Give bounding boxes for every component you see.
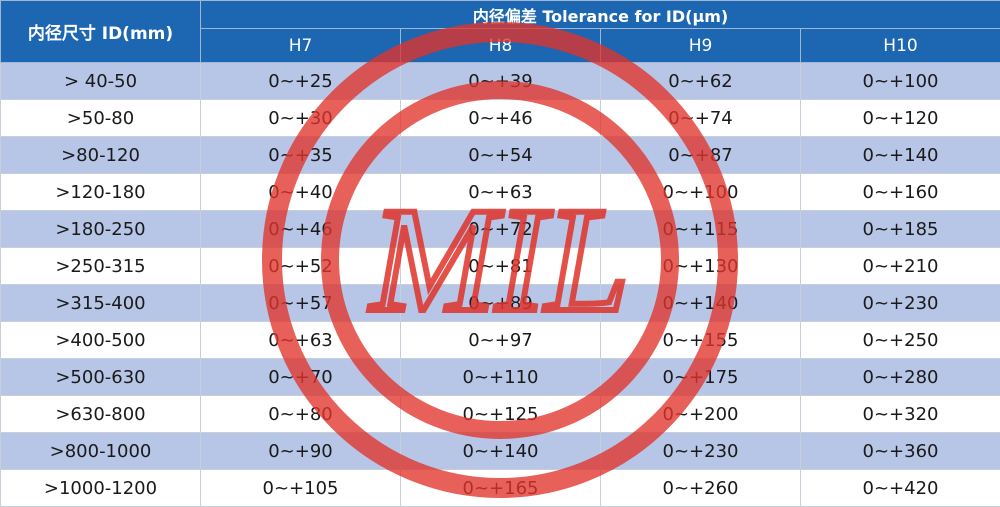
tolerance-cell: 0~+81 — [401, 248, 601, 285]
tolerance-cell: 0~+46 — [201, 211, 401, 248]
tolerance-cell: 0~+165 — [401, 470, 601, 507]
tolerance-cell: 0~+72 — [401, 211, 601, 248]
tolerance-cell: 0~+80 — [201, 396, 401, 433]
tolerance-cell: 0~+140 — [401, 433, 601, 470]
id-range-cell: > 40-50 — [1, 63, 201, 100]
id-range-cell: >500-630 — [1, 359, 201, 396]
tolerance-cell: 0~+125 — [401, 396, 601, 433]
tolerance-cell: 0~+89 — [401, 285, 601, 322]
tolerance-cell: 0~+320 — [801, 396, 1000, 433]
tolerance-cell: 0~+39 — [401, 63, 601, 100]
tolerance-cell: 0~+87 — [601, 137, 801, 174]
tolerance-cell: 0~+46 — [401, 100, 601, 137]
tolerance-cell: 0~+30 — [201, 100, 401, 137]
tolerance-cell: 0~+130 — [601, 248, 801, 285]
tolerance-cell: 0~+100 — [601, 174, 801, 211]
tolerance-cell: 0~+250 — [801, 322, 1000, 359]
tolerance-cell: 0~+90 — [201, 433, 401, 470]
id-size-header: 内径尺寸 ID(mm) — [1, 1, 201, 63]
tolerance-cell: 0~+74 — [601, 100, 801, 137]
tolerance-cell: 0~+200 — [601, 396, 801, 433]
tolerance-cell: 0~+160 — [801, 174, 1000, 211]
tolerance-cell: 0~+175 — [601, 359, 801, 396]
grade-header-h10: H10 — [801, 29, 1000, 63]
tolerance-cell: 0~+57 — [201, 285, 401, 322]
tolerance-cell: 0~+110 — [401, 359, 601, 396]
tolerance-cell: 0~+70 — [201, 359, 401, 396]
tolerance-cell: 0~+97 — [401, 322, 601, 359]
tolerance-group-header: 内径偏差 Tolerance for ID(μm) — [201, 1, 1000, 29]
tolerance-cell: 0~+230 — [801, 285, 1000, 322]
tolerance-cell: 0~+140 — [801, 137, 1000, 174]
tolerance-cell: 0~+280 — [801, 359, 1000, 396]
tolerance-cell: 0~+52 — [201, 248, 401, 285]
tolerance-cell: 0~+185 — [801, 211, 1000, 248]
tolerance-cell: 0~+420 — [801, 470, 1000, 507]
tolerance-cell: 0~+140 — [601, 285, 801, 322]
grade-header-h8: H8 — [401, 29, 601, 63]
tolerance-cell: 0~+40 — [201, 174, 401, 211]
tolerance-cell: 0~+115 — [601, 211, 801, 248]
tolerance-cell: 0~+230 — [601, 433, 801, 470]
id-range-cell: >800-1000 — [1, 433, 201, 470]
tolerance-cell: 0~+100 — [801, 63, 1000, 100]
tolerance-cell: 0~+105 — [201, 470, 401, 507]
id-range-cell: >630-800 — [1, 396, 201, 433]
tolerance-cell: 0~+62 — [601, 63, 801, 100]
tolerance-cell: 0~+210 — [801, 248, 1000, 285]
tolerance-cell: 0~+63 — [201, 322, 401, 359]
grade-header-h7: H7 — [201, 29, 401, 63]
tolerance-cell: 0~+25 — [201, 63, 401, 100]
id-range-cell: >120-180 — [1, 174, 201, 211]
tolerance-cell: 0~+260 — [601, 470, 801, 507]
id-range-cell: >80-120 — [1, 137, 201, 174]
tolerance-cell: 0~+54 — [401, 137, 601, 174]
tolerance-cell: 0~+63 — [401, 174, 601, 211]
id-range-cell: >50-80 — [1, 100, 201, 137]
grade-header-h9: H9 — [601, 29, 801, 63]
id-range-cell: >1000-1200 — [1, 470, 201, 507]
id-range-cell: >250-315 — [1, 248, 201, 285]
id-range-cell: >315-400 — [1, 285, 201, 322]
tolerance-cell: 0~+360 — [801, 433, 1000, 470]
id-range-cell: >180-250 — [1, 211, 201, 248]
tolerance-cell: 0~+155 — [601, 322, 801, 359]
id-range-cell: >400-500 — [1, 322, 201, 359]
tolerance-cell: 0~+120 — [801, 100, 1000, 137]
tolerance-cell: 0~+35 — [201, 137, 401, 174]
